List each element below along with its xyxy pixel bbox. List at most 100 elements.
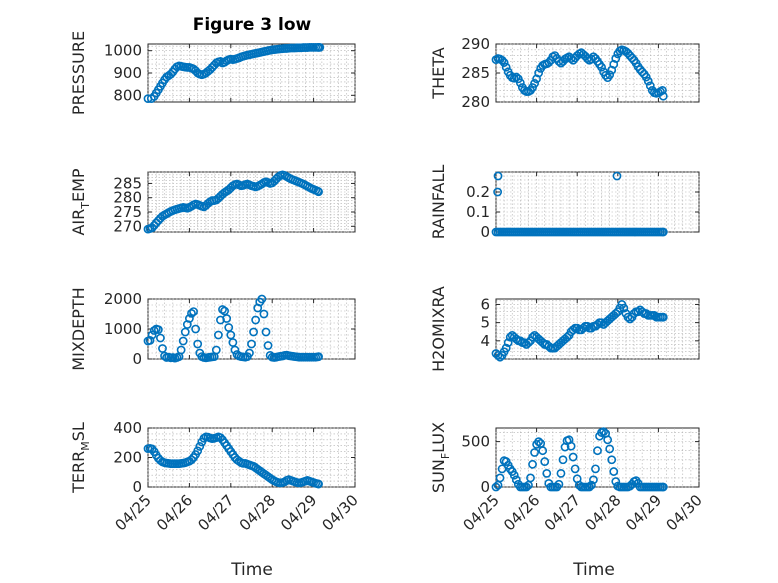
data-point — [605, 70, 615, 80]
data-point — [572, 323, 582, 333]
data-point — [658, 312, 668, 322]
data-point — [568, 452, 578, 462]
data-point — [540, 457, 550, 466]
series-markers — [143, 432, 323, 489]
y-label-subscript: T — [79, 202, 92, 210]
data-point — [584, 482, 594, 492]
y-tick-label: 2000 — [104, 290, 142, 308]
data-point — [509, 470, 519, 480]
data-point — [570, 464, 580, 474]
data-point — [497, 464, 507, 474]
data-point — [578, 323, 588, 333]
data-point — [566, 441, 576, 451]
data-point — [497, 55, 507, 65]
data-point — [637, 307, 647, 317]
y-tick-label: 500 — [461, 433, 490, 451]
data-point — [629, 309, 639, 318]
data-point — [187, 308, 196, 318]
y-tick-label: 900 — [113, 64, 142, 82]
y-tick-label: 6 — [480, 295, 490, 313]
data-point — [259, 309, 269, 319]
data-point — [522, 482, 531, 492]
data-point — [544, 58, 554, 67]
data-point — [315, 42, 325, 52]
y-axis-label: PRESSURE — [69, 31, 88, 115]
y-tick-label: 0 — [480, 223, 490, 241]
data-point — [658, 227, 668, 237]
data-point — [658, 482, 668, 492]
y-axis-label: SUNFLUX — [429, 422, 452, 493]
plot-area — [495, 171, 700, 233]
data-point — [503, 338, 513, 348]
y-tick-label: 275 — [113, 203, 142, 221]
data-point — [625, 314, 635, 324]
axes-mixdepth: 0 1000 2000 MIXDEPTH — [69, 287, 356, 371]
x-tick-label: 04/27 — [541, 491, 584, 534]
data-point — [568, 325, 578, 335]
data-point — [526, 473, 535, 483]
data-point — [149, 326, 159, 335]
axes-h2omixra: 456 H2OMIXRA — [429, 286, 700, 372]
data-point — [599, 427, 608, 437]
y-label-main: PRESSURE — [69, 31, 88, 115]
data-point — [178, 336, 188, 346]
data-point — [601, 70, 611, 80]
axes-theta: 280 285 290 THETA — [429, 35, 700, 111]
y-axis-label: RAINFALL — [429, 165, 448, 240]
data-point — [257, 294, 267, 304]
data-point — [145, 335, 155, 345]
y-tick-label: 800 — [113, 86, 142, 104]
y-tick-label: 280 — [461, 93, 490, 111]
data-point — [554, 479, 564, 489]
data-point — [491, 482, 501, 492]
y-tick-label: 0.1 — [466, 203, 490, 221]
data-point — [524, 338, 533, 348]
data-point — [193, 339, 203, 349]
data-point — [515, 336, 525, 346]
data-point — [499, 58, 509, 67]
data-point — [211, 345, 221, 355]
data-point — [645, 81, 655, 91]
data-point — [612, 171, 622, 181]
data-point — [530, 79, 539, 88]
y-label-main: AIR — [69, 209, 88, 236]
data-point — [493, 171, 503, 181]
y-tick-label: 1000 — [104, 42, 142, 60]
x-tick-label: 04/26 — [153, 491, 196, 534]
data-point — [528, 459, 537, 469]
data-point — [501, 62, 511, 72]
data-point — [597, 62, 606, 72]
data-point — [184, 314, 194, 323]
y-tick-label: 200 — [113, 449, 142, 467]
data-point — [314, 187, 323, 197]
x-tick-label: 04/29 — [277, 491, 320, 534]
axes-sun_flux: 0 500 SUNFLUX 04/2504/2604/2704/2804/2904/3… — [429, 422, 706, 534]
y-tick-label: 285 — [461, 64, 490, 82]
data-point — [187, 455, 196, 465]
y-tick-label: 270 — [113, 217, 142, 235]
y-tick-label: 0 — [480, 478, 490, 496]
data-point — [166, 69, 176, 79]
axes-terr_msl: 0 200 400 TERRMSL 04/2504/2604/2704/2804/290… — [69, 419, 362, 534]
data-point — [220, 306, 229, 316]
data-point — [189, 307, 198, 316]
x-axis-label-left: Time — [230, 560, 273, 580]
data-point — [611, 309, 621, 318]
x-tick-label: 04/28 — [581, 491, 624, 534]
data-point — [218, 305, 227, 314]
data-point — [226, 330, 236, 340]
data-point — [534, 68, 544, 78]
data-point — [609, 467, 619, 476]
data-point — [542, 468, 552, 478]
data-point — [195, 442, 205, 451]
x-tick-label: 04/27 — [194, 491, 237, 534]
x-tick-label: 04/30 — [319, 491, 362, 534]
data-point — [562, 332, 572, 342]
data-point — [493, 350, 503, 360]
x-tick-label: 04/28 — [236, 491, 279, 534]
data-point — [495, 352, 505, 362]
data-point — [261, 327, 271, 337]
